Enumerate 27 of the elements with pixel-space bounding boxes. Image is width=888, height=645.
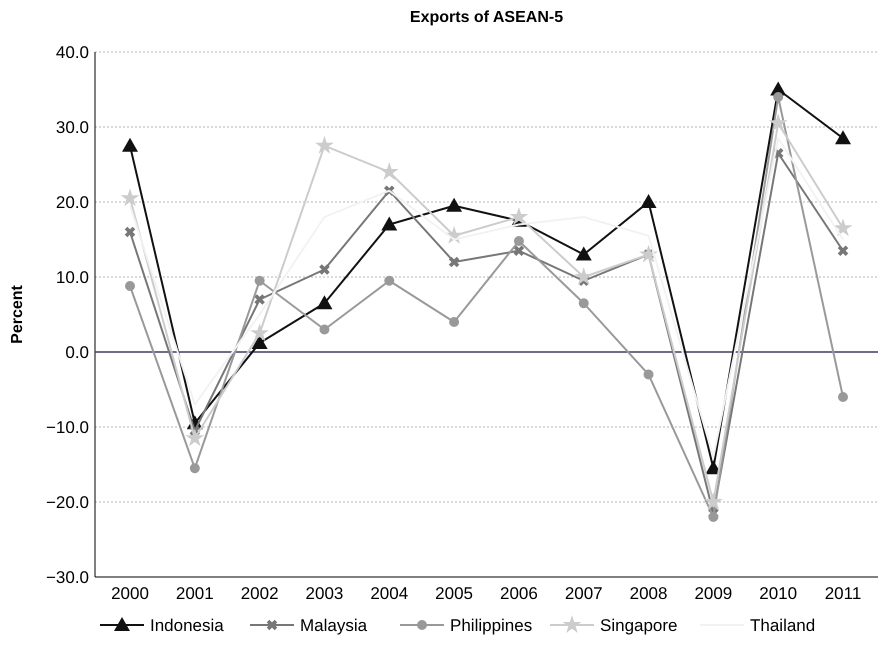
chart-title: Exports of ASEAN-5: [410, 9, 564, 26]
y-tick-label: 10.0: [56, 268, 89, 287]
x-tick-label: 2001: [176, 584, 214, 603]
x-tick-label: 2010: [759, 584, 798, 603]
y-tick-label: −20.0: [46, 492, 89, 512]
legend-label: Philippines: [450, 616, 532, 635]
x-tick-label: 2000: [111, 584, 149, 603]
legend-label: Singapore: [600, 616, 678, 635]
x-tick-label: 2006: [500, 584, 538, 603]
x-tick-label: 2008: [630, 584, 668, 603]
legend-label: Thailand: [750, 616, 816, 635]
x-tick-label: 2005: [435, 584, 474, 603]
y-tick-label: 30.0: [56, 118, 89, 137]
y-tick-label: −30.0: [46, 568, 89, 587]
y-tick-label: 20.0: [56, 192, 89, 212]
y-tick-label: −10.0: [46, 418, 89, 437]
x-tick-label: 2009: [694, 584, 732, 603]
y-axis-title: Percent: [9, 284, 26, 344]
y-tick-label: 40.0: [56, 42, 89, 62]
x-tick-label: 2003: [306, 584, 344, 603]
legend-label: Malaysia: [300, 616, 368, 635]
x-tick-label: 2004: [370, 584, 408, 603]
x-tick-label: 2002: [240, 584, 279, 603]
legend-label: Indonesia: [150, 616, 224, 635]
x-tick-label: 2007: [564, 584, 603, 603]
x-tick-label: 2011: [824, 584, 862, 603]
y-tick-label: 0.0: [65, 342, 89, 362]
